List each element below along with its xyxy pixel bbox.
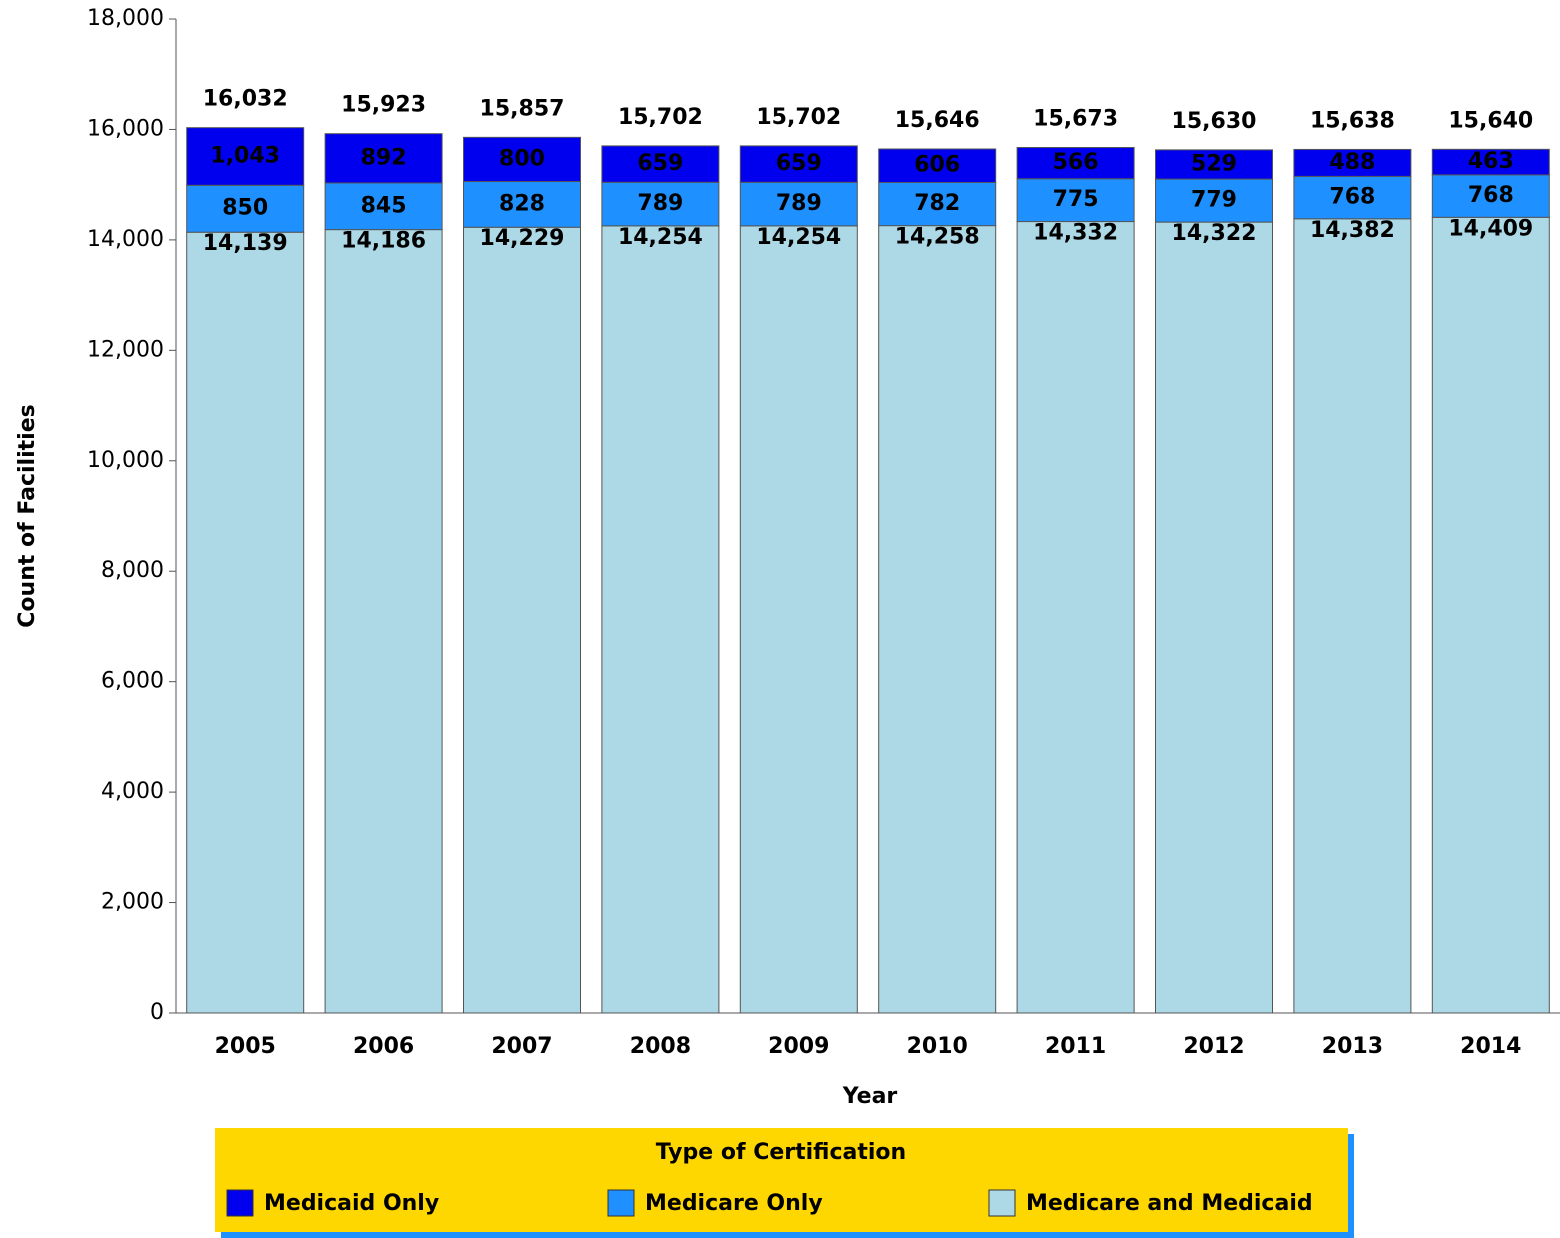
bar-segment <box>1431 148 1550 176</box>
total-label: 16,032 <box>203 87 288 112</box>
total-label: 15,702 <box>618 105 703 130</box>
bar-segment <box>324 229 443 1014</box>
x-tick-label: 2006 <box>353 1034 414 1059</box>
legend-label: Medicaid Only <box>264 1191 439 1216</box>
data-label: 828 <box>499 191 545 216</box>
data-label: 789 <box>776 191 822 216</box>
data-label: 14,186 <box>341 229 426 254</box>
legend-label: Medicare Only <box>645 1191 823 1216</box>
legend-swatch <box>226 1189 254 1217</box>
bar-segment <box>1016 178 1135 223</box>
bar-segment <box>1155 221 1273 1014</box>
bar-segment <box>1016 147 1135 180</box>
y-tick-label: 0 <box>150 1000 164 1025</box>
data-label: 529 <box>1191 151 1237 176</box>
data-label: 782 <box>914 191 960 216</box>
data-label: 850 <box>222 196 268 221</box>
bar-segment <box>186 127 305 186</box>
data-label: 14,258 <box>895 225 980 250</box>
data-label: 800 <box>499 146 545 171</box>
data-label: 1,043 <box>210 143 280 168</box>
total-label: 15,857 <box>480 96 565 121</box>
bar-segment <box>601 181 720 227</box>
data-label: 14,254 <box>756 225 841 250</box>
data-label: 789 <box>637 191 683 216</box>
bar-segment <box>878 181 997 227</box>
bar-segment <box>601 225 720 1014</box>
data-label: 14,322 <box>1172 221 1257 246</box>
total-label: 15,673 <box>1033 107 1118 132</box>
data-label: 14,332 <box>1033 221 1118 246</box>
bar-segment <box>1293 175 1412 220</box>
bar-segment <box>878 148 997 183</box>
data-label: 659 <box>637 151 683 176</box>
bar-segment <box>463 181 581 228</box>
total-label: 15,638 <box>1310 108 1395 133</box>
bar-segment <box>1293 148 1412 177</box>
y-tick-label: 12,000 <box>87 337 164 362</box>
bar-segment <box>739 225 858 1014</box>
x-tick-label: 2009 <box>768 1034 829 1059</box>
data-label: 14,254 <box>618 225 703 250</box>
bar-segment <box>878 225 997 1014</box>
data-label: 659 <box>776 151 822 176</box>
legend-swatch <box>988 1189 1016 1217</box>
y-tick-label: 16,000 <box>87 116 164 141</box>
legend-title: Type of Certification <box>656 1140 906 1165</box>
total-label: 15,630 <box>1172 109 1257 134</box>
data-label: 488 <box>1329 150 1375 175</box>
data-label: 606 <box>914 153 960 178</box>
y-tick-label: 10,000 <box>87 448 164 473</box>
bar-segment <box>1155 149 1273 180</box>
data-label: 845 <box>361 193 407 218</box>
bar-segment <box>324 133 443 184</box>
bar-segment <box>1431 216 1550 1014</box>
total-label: 15,640 <box>1448 108 1533 133</box>
x-tick-label: 2007 <box>491 1034 552 1059</box>
data-label: 775 <box>1053 187 1099 212</box>
bar-segment <box>1016 221 1135 1014</box>
x-tick-label: 2013 <box>1322 1034 1383 1059</box>
y-tick-label: 2,000 <box>101 890 164 915</box>
legend <box>215 1128 1348 1232</box>
bar-segment <box>1293 218 1412 1014</box>
x-tick-label: 2010 <box>907 1034 968 1059</box>
legend-label: Medicare and Medicaid <box>1026 1191 1313 1216</box>
bar-segment <box>186 231 305 1014</box>
total-label: 15,702 <box>756 105 841 130</box>
x-axis-label: Year <box>842 1084 898 1109</box>
data-label: 14,382 <box>1310 218 1395 243</box>
x-tick-label: 2012 <box>1183 1034 1244 1059</box>
data-label: 14,409 <box>1448 216 1533 241</box>
y-tick-label: 6,000 <box>101 669 164 694</box>
x-tick-label: 2005 <box>215 1034 276 1059</box>
x-tick-label: 2008 <box>630 1034 691 1059</box>
bar-segment <box>1155 178 1273 223</box>
bar-segment <box>601 145 720 183</box>
bar-segment <box>739 145 858 183</box>
bar-segment <box>463 136 581 183</box>
bar-segment <box>1431 174 1550 218</box>
data-label: 566 <box>1053 150 1099 175</box>
y-tick-label: 18,000 <box>87 6 164 31</box>
y-axis-label: Count of Facilities <box>15 404 40 627</box>
y-tick-label: 14,000 <box>87 227 164 252</box>
legend-swatch <box>607 1189 635 1217</box>
data-label: 779 <box>1191 188 1237 213</box>
data-label: 892 <box>361 145 407 170</box>
data-label: 768 <box>1329 185 1375 210</box>
y-tick-label: 4,000 <box>101 779 164 804</box>
data-label: 463 <box>1468 149 1514 174</box>
y-tick-label: 8,000 <box>101 558 164 583</box>
data-label: 14,139 <box>203 231 288 256</box>
bar-segment <box>463 226 581 1014</box>
total-label: 15,923 <box>341 93 426 118</box>
x-tick-label: 2014 <box>1460 1034 1521 1059</box>
bar-segment <box>739 181 858 227</box>
x-tick-label: 2011 <box>1045 1034 1106 1059</box>
total-label: 15,646 <box>895 108 980 133</box>
data-label: 768 <box>1468 183 1514 208</box>
data-label: 14,229 <box>480 226 565 251</box>
